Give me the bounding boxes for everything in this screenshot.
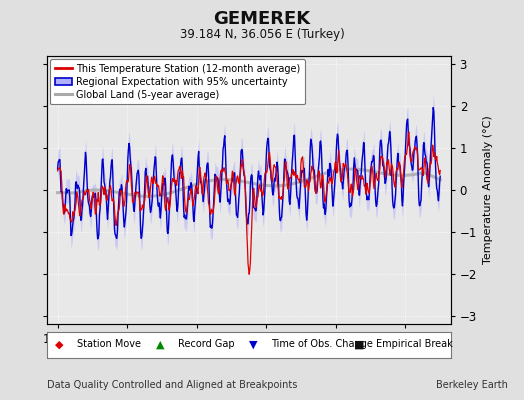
Text: ▼: ▼ (249, 340, 257, 350)
Text: Berkeley Earth: Berkeley Earth (436, 380, 508, 390)
Text: Empirical Break: Empirical Break (376, 340, 453, 350)
Text: Data Quality Controlled and Aligned at Breakpoints: Data Quality Controlled and Aligned at B… (47, 380, 298, 390)
Text: 39.184 N, 36.056 E (Turkey): 39.184 N, 36.056 E (Turkey) (180, 28, 344, 41)
Text: ◆: ◆ (55, 340, 64, 350)
Text: ▲: ▲ (156, 340, 165, 350)
Text: ■: ■ (354, 340, 364, 350)
Legend: This Temperature Station (12-month average), Regional Expectation with 95% uncer: This Temperature Station (12-month avera… (50, 59, 305, 104)
Text: Time of Obs. Change: Time of Obs. Change (271, 340, 373, 350)
Y-axis label: Temperature Anomaly (°C): Temperature Anomaly (°C) (483, 116, 493, 264)
Text: Record Gap: Record Gap (178, 340, 235, 350)
Text: GEMEREK: GEMEREK (213, 10, 311, 28)
Text: Station Move: Station Move (78, 340, 141, 350)
